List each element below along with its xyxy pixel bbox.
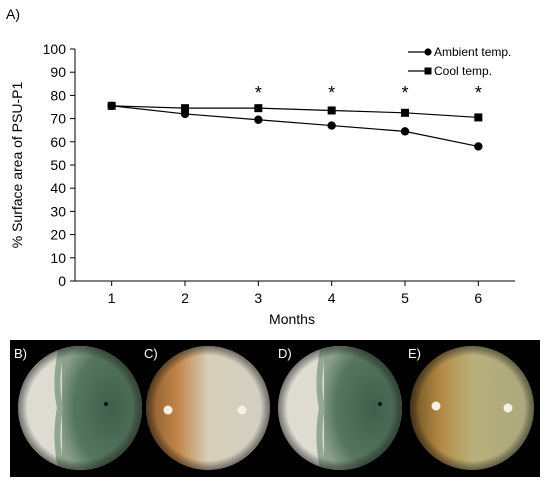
y-tick-label: 60: [50, 134, 66, 150]
x-axis-label: Months: [269, 311, 315, 327]
series-line-cool: [111, 105, 479, 119]
plate-c-photo: [146, 346, 270, 470]
data-point-cool: [401, 108, 409, 117]
chart-axes: [74, 49, 515, 282]
data-point-cool: [327, 106, 336, 115]
legend-marker-square: [424, 67, 432, 75]
significance-asterisk: *: [475, 83, 482, 103]
y-tick-label: 100: [43, 41, 67, 57]
data-point-cool: [474, 113, 483, 122]
plate-label-b: B): [14, 346, 27, 361]
data-point-cool: [107, 101, 116, 110]
y-tick-label: 90: [50, 64, 66, 80]
chart-legend: Ambient temp. Cool temp.: [408, 45, 511, 78]
plate-b-photo: [18, 346, 142, 470]
legend-marker-circle: [424, 48, 432, 56]
data-point-cool: [181, 104, 189, 113]
legend-label: Ambient temp.: [434, 45, 511, 59]
data-point-ambient: [474, 142, 483, 151]
plate-d-photo: [278, 346, 402, 470]
y-tick-label: 10: [50, 250, 66, 266]
y-tick-label: 20: [50, 227, 66, 243]
x-tick-label: 4: [328, 290, 336, 306]
data-point-ambient: [254, 115, 263, 124]
chart-ticks: 0 10 20 30 40 50 60 70 80 90 100 1 2 3 4 5 6: [43, 41, 483, 306]
panel-label-a: A): [6, 6, 20, 22]
series-line-ambient: [111, 105, 479, 148]
plate-label-d: D): [278, 346, 292, 361]
y-tick-label: 0: [58, 273, 66, 289]
plate-label-e: E): [408, 346, 421, 361]
y-tick-label: 70: [50, 111, 66, 127]
x-tick-label: 6: [474, 290, 482, 306]
y-tick-label: 30: [50, 203, 66, 219]
significance-marks: * * * *: [255, 83, 482, 103]
plate-label-c: C): [144, 346, 158, 361]
x-tick-label: 3: [254, 290, 262, 306]
significance-asterisk: *: [401, 83, 408, 103]
plate-photos: [18, 346, 534, 470]
data-point-ambient: [327, 121, 336, 130]
y-axis-label: % Surface area of PSU-P1: [9, 82, 25, 249]
x-tick-label: 5: [401, 290, 409, 306]
chart-series: [107, 101, 483, 151]
data-point-cool: [254, 104, 263, 113]
data-point-ambient: [400, 127, 410, 136]
y-tick-label: 40: [50, 180, 66, 196]
y-tick-label: 80: [50, 87, 66, 103]
plate-e-photo: [410, 346, 534, 470]
line-chart: 0 10 20 30 40 50 60 70 80 90 100 1 2 3 4 5 6 * * * * Ambien…: [9, 41, 515, 327]
significance-asterisk: *: [255, 83, 262, 103]
x-tick-label: 1: [108, 290, 116, 306]
plate-photo-strip: B) C) D) E): [10, 340, 540, 477]
significance-asterisk: *: [328, 83, 335, 103]
y-tick-label: 50: [50, 157, 66, 173]
legend-label: Cool temp.: [434, 64, 492, 78]
x-tick-label: 2: [181, 290, 189, 306]
